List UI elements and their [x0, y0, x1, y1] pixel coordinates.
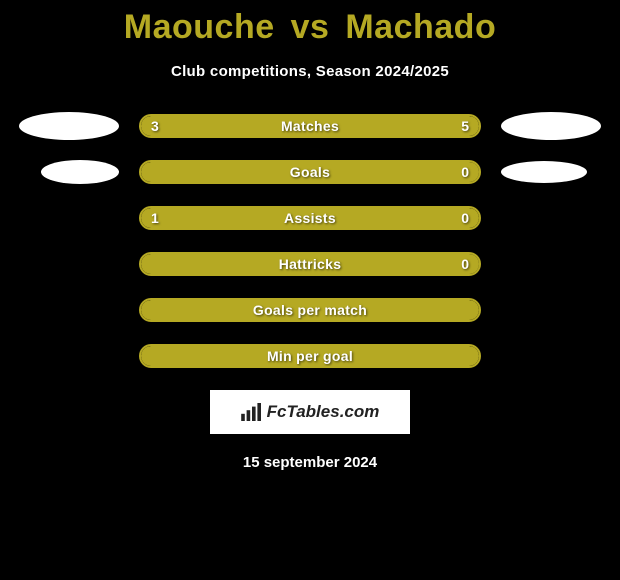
stat-label: Assists: [141, 208, 479, 228]
stat-label: Hattricks: [141, 254, 479, 274]
player1-name: Maouche: [124, 8, 275, 46]
fctables-logo: FcTables.com: [210, 390, 410, 434]
stats-container: 35Matches 0Goals 10Assists 0Hattricks Goals …: [0, 114, 620, 368]
stat-bar: Goals per match: [139, 298, 481, 322]
stat-label: Min per goal: [141, 346, 479, 366]
stat-row: 0Goals: [0, 160, 620, 184]
vs-text: vs: [291, 8, 330, 46]
logo-text: FcTables.com: [267, 402, 380, 422]
player1-ellipse: [19, 112, 119, 140]
stat-bar: 35Matches: [139, 114, 481, 138]
stat-bar: 0Goals: [139, 160, 481, 184]
stat-row: 0Hattricks: [0, 252, 620, 276]
player1-ellipse: [41, 160, 119, 184]
stat-label: Goals per match: [141, 300, 479, 320]
stat-label: Matches: [141, 116, 479, 136]
subtitle: Club competitions, Season 2024/2025: [0, 63, 620, 80]
stat-row: Goals per match: [0, 298, 620, 322]
stat-label: Goals: [141, 162, 479, 182]
chart-icon: [241, 403, 263, 421]
comparison-title: Maouche vs Machado: [0, 0, 620, 47]
stat-bar: 0Hattricks: [139, 252, 481, 276]
stat-row: 35Matches: [0, 114, 620, 138]
player2-name: Machado: [345, 8, 496, 46]
date-text: 15 september 2024: [0, 454, 620, 471]
stat-row: 10Assists: [0, 206, 620, 230]
player2-ellipse: [501, 112, 601, 140]
stat-row: Min per goal: [0, 344, 620, 368]
stat-bar: 10Assists: [139, 206, 481, 230]
stat-bar: Min per goal: [139, 344, 481, 368]
player2-ellipse: [501, 161, 587, 183]
